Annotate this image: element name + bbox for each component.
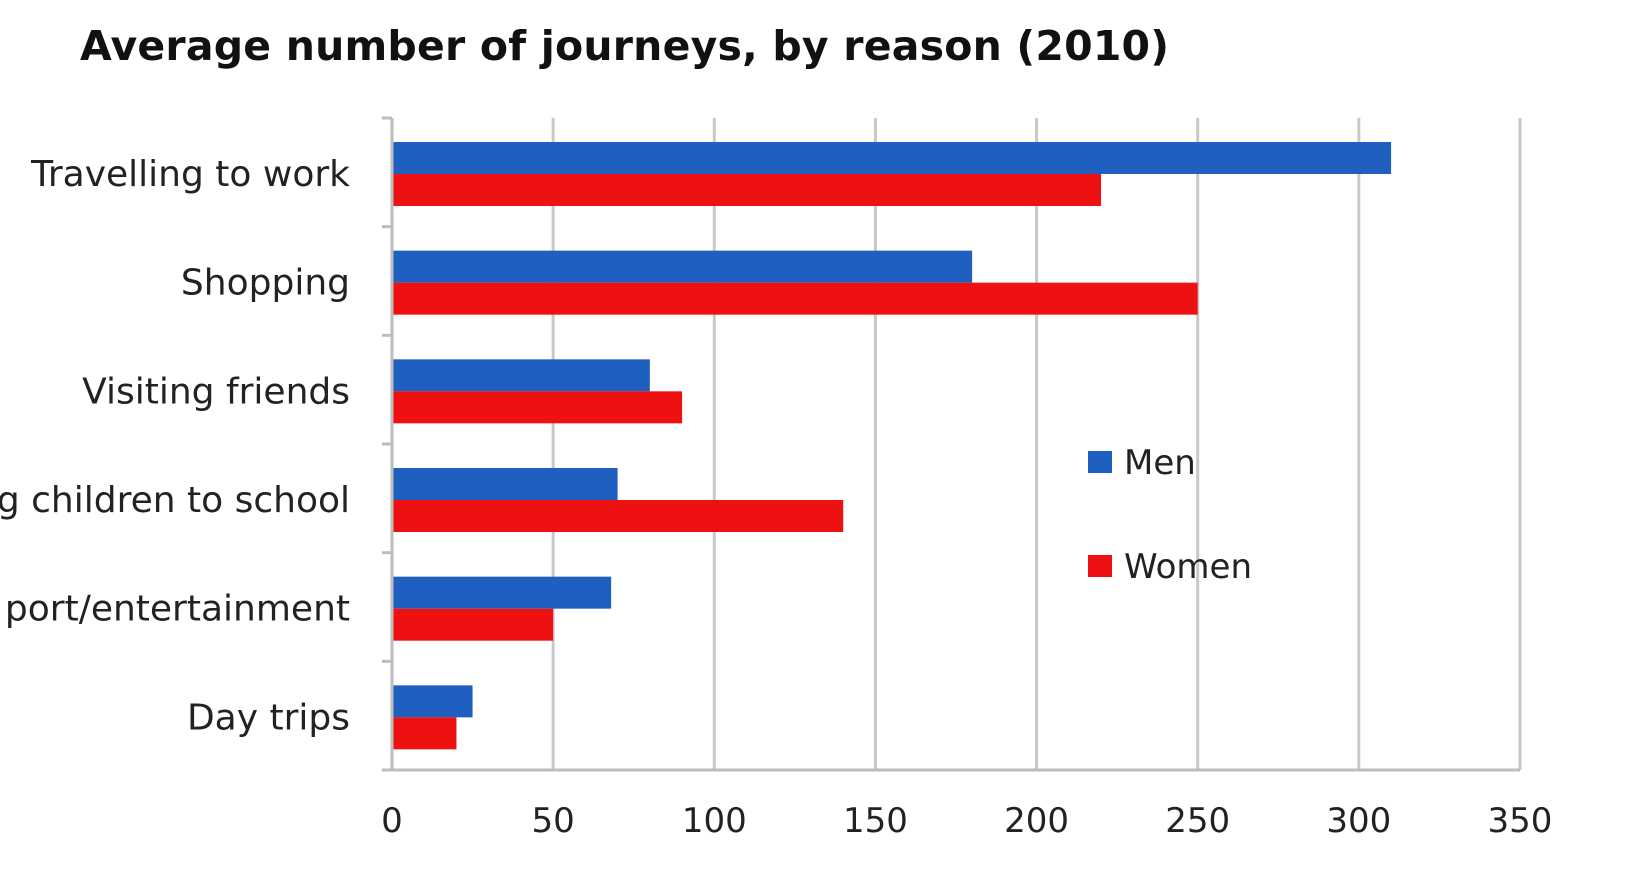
x-tick-label: 100 <box>682 801 747 841</box>
bar-women <box>392 500 844 532</box>
tick-labels: 0 50 100 150 200 250 300 350 <box>381 801 1552 841</box>
bar-men <box>392 576 612 609</box>
x-tick-label: 200 <box>1004 801 1069 841</box>
x-tick-label: 150 <box>843 801 908 841</box>
category-label: Day trips <box>187 697 350 738</box>
bar-women <box>392 282 1198 315</box>
bar-men <box>392 468 618 500</box>
x-tick-label: 300 <box>1326 801 1391 841</box>
bar-women <box>392 608 554 641</box>
x-tick-label: 0 <box>381 801 403 841</box>
legend-label-women: Women <box>1124 547 1252 587</box>
legend-swatch-women <box>1088 555 1112 577</box>
x-tick-label: 50 <box>532 801 575 841</box>
gridlines <box>551 118 1522 770</box>
category-label: port/entertainment <box>5 589 350 630</box>
category-label: g children to school <box>0 480 350 521</box>
legend: Men Women <box>1088 443 1252 587</box>
bar-women <box>392 174 1102 206</box>
category-label: Visiting friends <box>82 371 350 412</box>
bars <box>392 142 1392 750</box>
x-tick-label: 250 <box>1165 801 1230 841</box>
bar-women <box>392 391 683 424</box>
category-labels: Travelling to work Shopping Visiting frien… <box>0 154 350 738</box>
axes <box>382 116 1520 772</box>
legend-label-men: Men <box>1124 443 1196 483</box>
bar-men <box>392 142 1392 174</box>
category-label: Shopping <box>181 263 350 304</box>
bar-men <box>392 685 473 718</box>
bar-men <box>392 359 650 392</box>
chart-title: Average number of journeys, by reason (2… <box>80 22 1170 70</box>
category-label: Travelling to work <box>30 154 350 195</box>
bar-women <box>392 717 457 750</box>
x-tick-label: 350 <box>1488 801 1553 841</box>
bar-men <box>392 250 973 283</box>
legend-swatch-men <box>1088 451 1112 473</box>
